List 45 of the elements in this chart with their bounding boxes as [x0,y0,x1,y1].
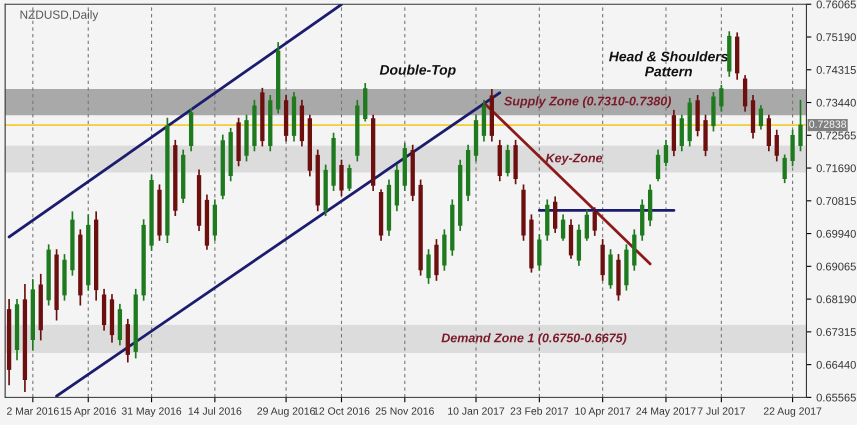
x-tick-label: 31 May 2016 [122,407,182,417]
x-tick-label: 15 Apr 2016 [60,407,116,417]
x-tick-label: 7 Jul 2017 [698,407,745,415]
x-tick-label: 24 May 2017 [636,407,696,417]
x-tick-label: 29 Aug 2016 [257,407,315,417]
x-tick-label: 2 Mar 2016 [7,407,59,415]
x-tick-label: 10 Apr 2017 [575,407,630,417]
candlestick [506,144,510,176]
candlestick [774,130,779,162]
x-tick-label: 25 Nov 2016 [376,407,434,415]
y-tick-label: 0.68190 [816,295,856,304]
y-tick-label: 0.74315 [816,66,856,74]
y-tick-label: 0.72565 [816,132,856,140]
y-tick-label: 0.70815 [816,197,856,205]
x-tick-label: 22 Aug 2017 [764,407,822,417]
candlestick [584,210,589,241]
chart-title: NZDUSD,Daily [20,10,98,22]
candlestick [782,154,787,184]
candlestick [719,84,724,112]
candlestick [758,105,764,130]
y-tick-label: 0.75190 [816,33,856,42]
y-tick-label: 0.66440 [816,360,856,369]
annotation: Double-Top [380,64,456,78]
y-tick-label: 0.65565 [816,394,856,402]
y-tick-label: 0.76065 [816,0,856,8]
x-tick-label: 12 Oct 2016 [314,407,370,415]
y-tick-label: 0.69065 [816,262,856,270]
y-tick-label: 0.67315 [816,328,856,336]
candlestick [592,207,597,236]
y-tick-label: 0.71690 [816,164,856,172]
ref-line-label: 0.72838 [809,120,846,128]
candlestick [664,140,668,166]
y-tick-label: 0.69940 [816,230,856,238]
candlestick [656,150,660,182]
band-label: Key-Zone [546,154,602,165]
x-tick-label: 10 Jan 2017 [448,407,504,415]
candlestick [560,214,566,241]
candlestick [347,164,352,191]
band-label: Supply Zone (0.7310-0.7380) [504,96,672,108]
candlestick [426,249,431,284]
x-tick-label: 14 Jul 2016 [188,407,242,415]
y-tick-label: 0.73440 [816,98,856,107]
candlestick [798,100,803,152]
band-label: Demand Zone 1 (0.6750-0.6675) [441,333,626,345]
x-tick-label: 23 Feb 2017 [510,407,568,415]
